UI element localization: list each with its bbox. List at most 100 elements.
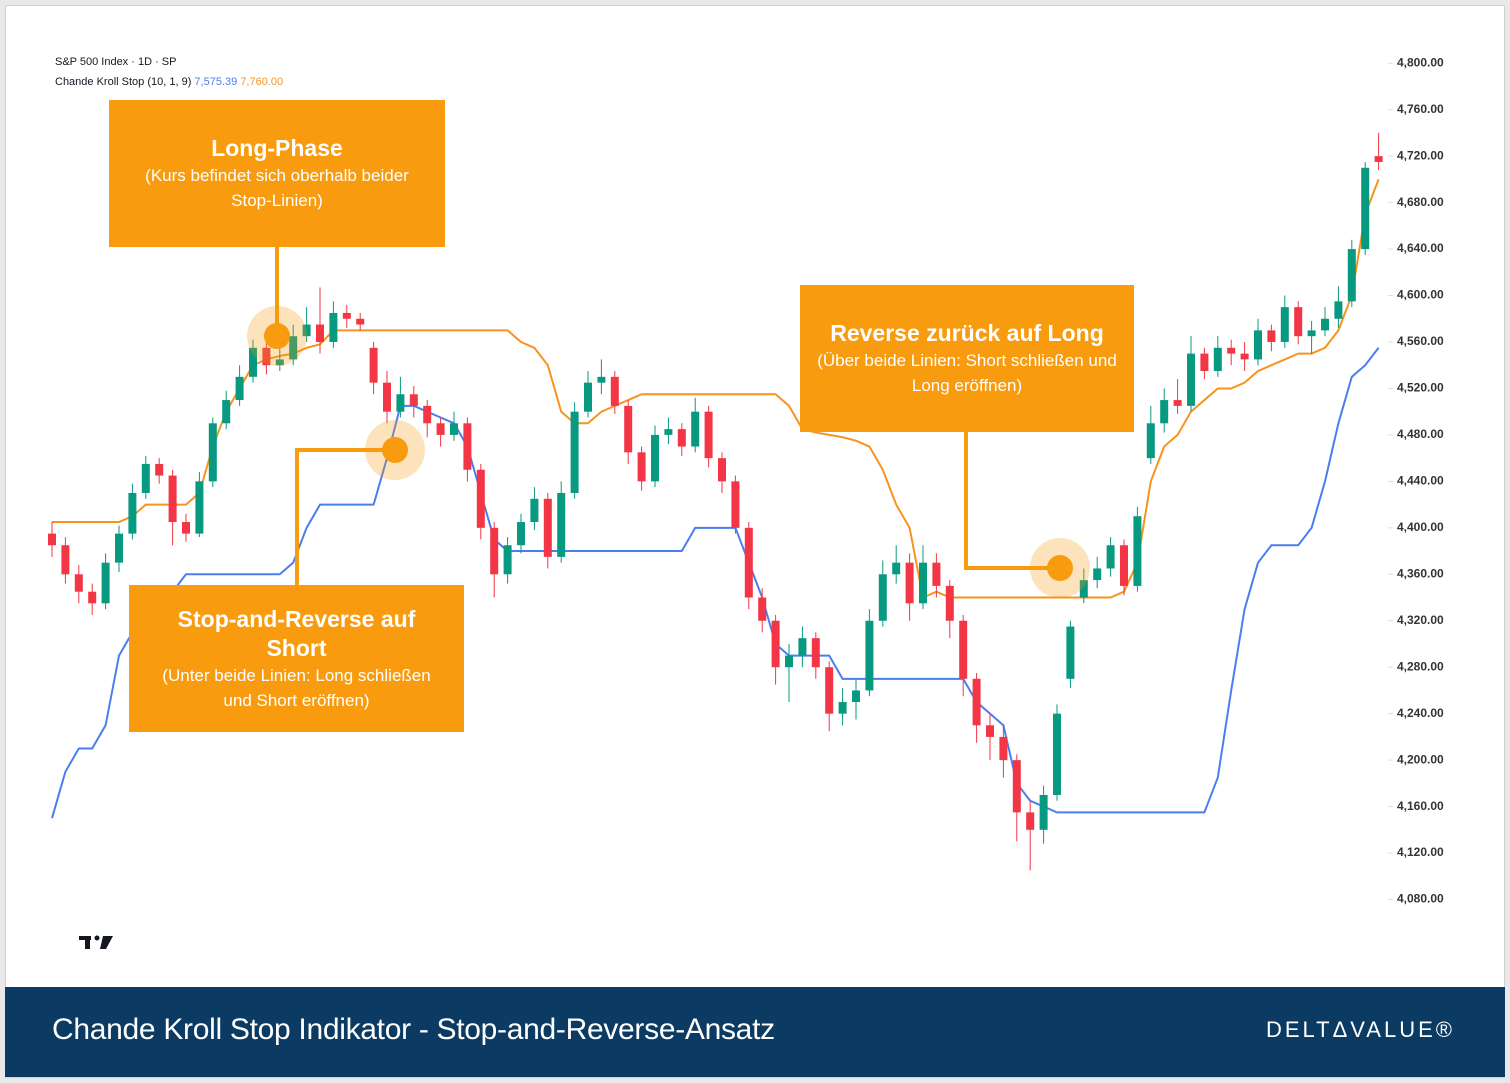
- candle-body: [1039, 794, 1048, 830]
- candle-body: [1053, 713, 1061, 795]
- candle-body: [610, 376, 619, 406]
- stop-line: [52, 179, 1380, 599]
- candle-body: [1012, 760, 1021, 813]
- candle-body: [718, 458, 726, 482]
- connector: [295, 448, 395, 585]
- candle-body: [141, 463, 150, 493]
- candle-body: [409, 394, 418, 406]
- candle-body: [436, 423, 445, 435]
- brand: DELTΔVALUE®: [1265, 1017, 1455, 1042]
- candle-body: [1133, 516, 1142, 586]
- candle-body: [1200, 353, 1209, 372]
- candle-body: [664, 429, 673, 435]
- candle-body: [1361, 167, 1370, 250]
- candle-body: [1321, 318, 1329, 331]
- candle-body: [865, 620, 874, 691]
- candle-body: [892, 562, 901, 575]
- y-tick-label: 4,120.00: [1397, 845, 1444, 859]
- candle-body: [1334, 301, 1343, 319]
- candle-body: [195, 481, 204, 534]
- indicator-value: 7,575.39: [194, 76, 237, 88]
- candle-body: [1079, 580, 1088, 598]
- candle-body: [1227, 347, 1236, 354]
- candle-body: [1213, 347, 1222, 372]
- candle-body: [637, 452, 646, 482]
- candle-body: [570, 411, 579, 493]
- annotation: Long-Phase (Kurs befindet sich oberhalb …: [109, 100, 445, 247]
- footer: Chande Kroll Stop Indikator - Stop-and-R…: [5, 987, 1505, 1077]
- candle-body: [396, 394, 405, 412]
- candle-body: [1280, 307, 1289, 342]
- candle-body: [235, 376, 244, 401]
- candle-body: [986, 725, 994, 737]
- annotation-connectors: [275, 247, 1060, 585]
- candle-body: [771, 620, 780, 668]
- candle-body: [168, 475, 177, 523]
- candle-body: [1173, 400, 1182, 406]
- footer-title: Chande Kroll Stop Indikator - Stop-and-R…: [52, 1013, 775, 1046]
- candle-body: [74, 574, 83, 592]
- candle-body: [289, 336, 298, 360]
- candle-body: [530, 498, 539, 523]
- candle-body: [369, 347, 378, 383]
- candle-body: [543, 498, 552, 557]
- candle-body: [932, 562, 941, 586]
- candle-body: [1294, 307, 1303, 337]
- candle-body: [677, 429, 686, 447]
- candle-body: [463, 423, 472, 470]
- candle-body: [182, 522, 190, 534]
- plot: 4,800.00 4,760.00 4,720.00 4,680.00 4,640.00…: [48, 55, 1444, 906]
- y-tick-label: 4,160.00: [1397, 799, 1444, 813]
- candle-body: [704, 411, 713, 459]
- y-tick-label: 4,720.00: [1397, 148, 1444, 162]
- candle-body: [476, 469, 485, 528]
- candle-body: [557, 492, 566, 557]
- y-tick-label: 4,600.00: [1397, 288, 1444, 302]
- y-tick-label: 4,680.00: [1397, 195, 1444, 209]
- candle-body: [758, 597, 767, 621]
- candle-body: [1267, 330, 1276, 342]
- annotation-title: Reverse zurück auf Long: [830, 320, 1104, 346]
- candle-body: [1066, 626, 1075, 679]
- y-tick-label: 4,080.00: [1397, 892, 1444, 906]
- candle-body: [624, 405, 633, 453]
- candle-body: [275, 359, 284, 366]
- candle-body: [1254, 330, 1262, 360]
- candle-body: [838, 702, 847, 714]
- stop-line: [51, 347, 1380, 819]
- annotation-title: Long-Phase: [211, 135, 343, 161]
- candle-body: [999, 736, 1008, 761]
- candle-body: [115, 533, 123, 563]
- y-tick-label: 4,360.00: [1397, 566, 1444, 580]
- candle-body: [1026, 812, 1035, 830]
- candle-body: [744, 527, 753, 598]
- candle-body: [1146, 423, 1155, 459]
- chart-title: S&P 500 Index · 1D · SP: [55, 56, 176, 68]
- y-tick-label: 4,800.00: [1397, 55, 1444, 69]
- candle-body: [316, 324, 324, 342]
- candle-body: [905, 562, 914, 604]
- candle-body: [101, 562, 110, 604]
- indicator-label: Chande Kroll Stop (10, 1, 9): [55, 76, 191, 88]
- y-tick-label: 4,200.00: [1397, 752, 1444, 766]
- candle-body: [811, 638, 820, 668]
- candle-body: [584, 382, 592, 412]
- candle-body: [342, 312, 351, 319]
- candle-body: [249, 347, 257, 377]
- candle-body: [490, 527, 499, 575]
- candle-body: [450, 423, 458, 435]
- candle-body: [1120, 545, 1128, 586]
- candle-body: [1307, 330, 1316, 337]
- candle-body: [1106, 545, 1115, 569]
- candle-body: [208, 423, 217, 482]
- candle-body: [262, 347, 271, 366]
- candle-body: [155, 463, 164, 476]
- candle-body: [878, 574, 887, 621]
- candle-body: [1187, 353, 1195, 406]
- candle-body: [1160, 400, 1169, 424]
- candle-body: [852, 690, 860, 703]
- indicator-legend: Chande Kroll Stop (10, 1, 9) 7,575.39 7,…: [55, 76, 283, 88]
- y-tick-label: 4,480.00: [1397, 427, 1444, 441]
